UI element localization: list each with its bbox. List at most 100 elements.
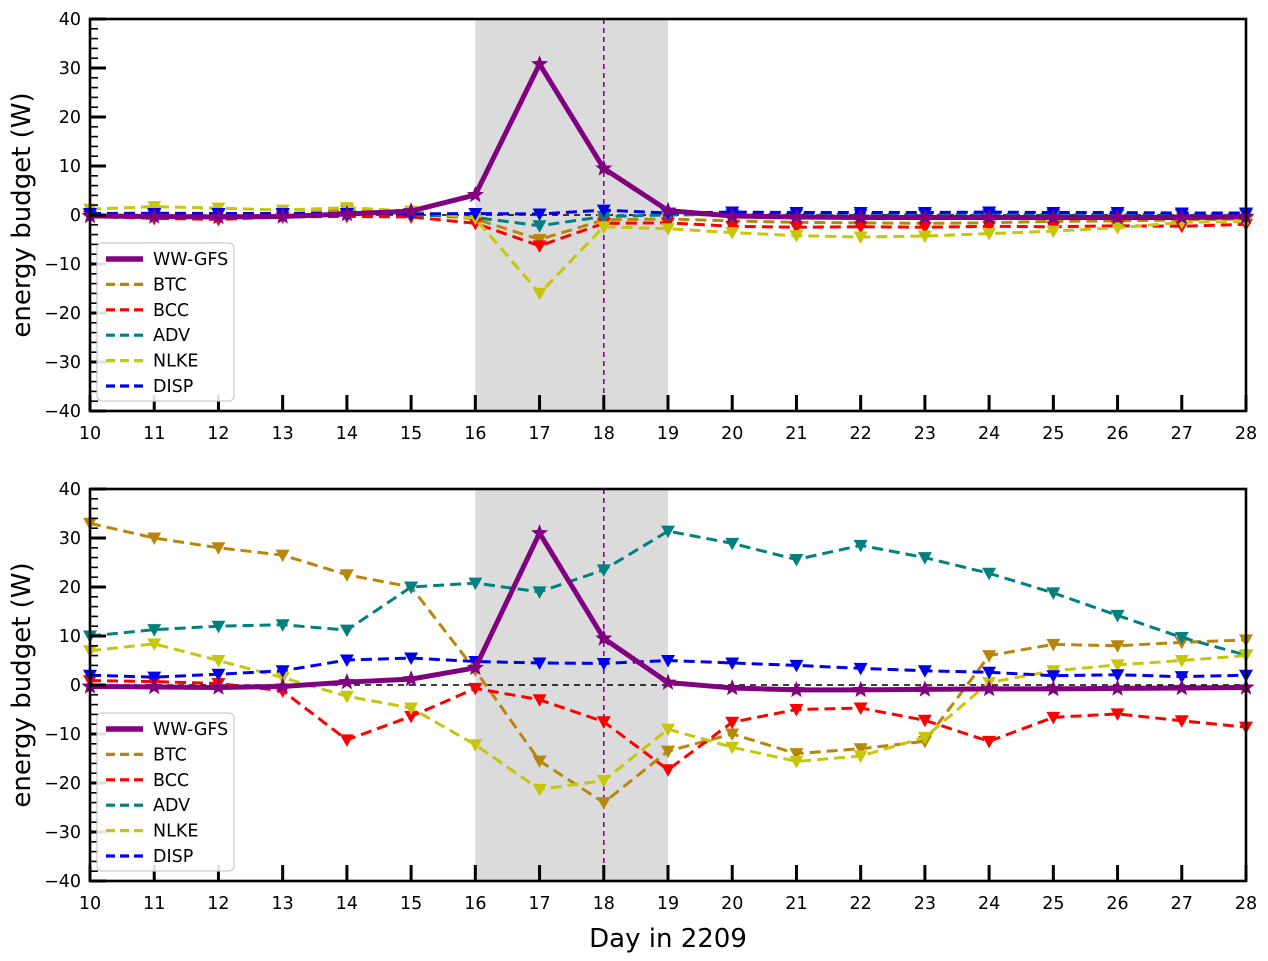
y-axis-label: energy budget (W) <box>7 562 37 807</box>
triangle-marker <box>147 638 162 651</box>
triangle-marker <box>853 231 868 245</box>
triangle-marker <box>339 654 354 668</box>
y-tick-label: −40 <box>44 872 81 892</box>
triangle-marker <box>725 220 740 234</box>
triangle-marker <box>1174 655 1189 668</box>
star-marker <box>145 677 163 695</box>
triangle-marker <box>853 702 868 716</box>
x-tick-label: 28 <box>1235 424 1257 444</box>
triangle-marker <box>147 624 162 637</box>
y-tick-label: −20 <box>44 774 81 794</box>
triangle-marker <box>468 739 483 752</box>
star-marker <box>787 680 805 698</box>
star-marker <box>659 201 677 218</box>
y-tick-label: 30 <box>59 529 81 549</box>
triangle-marker <box>917 221 932 235</box>
x-tick-label: 12 <box>207 424 229 444</box>
triangle-marker <box>275 665 290 678</box>
x-tick-label: 27 <box>1171 894 1193 914</box>
triangle-marker <box>853 743 868 756</box>
triangle-marker <box>211 620 226 634</box>
triangle-marker <box>532 783 547 797</box>
y-tick-label: −30 <box>44 353 81 373</box>
triangle-marker <box>532 287 547 301</box>
star-marker <box>980 208 998 225</box>
shaded-event-window <box>475 489 668 881</box>
legend-box <box>96 712 235 872</box>
star-marker <box>209 678 227 695</box>
triangle-marker <box>1174 671 1189 684</box>
legend-label: ADV <box>153 796 190 816</box>
triangle-marker <box>661 764 675 777</box>
x-tick-label: 23 <box>914 424 936 444</box>
triangle-marker <box>211 542 226 555</box>
legend-label: DISP <box>153 377 193 397</box>
triangle-marker <box>596 797 611 810</box>
triangle-marker <box>532 240 547 253</box>
x-tick-label: 22 <box>850 894 872 914</box>
star-marker <box>274 207 292 224</box>
x-tick-label: 15 <box>400 894 422 914</box>
star-marker <box>466 185 484 203</box>
x-tick-label: 21 <box>785 424 807 444</box>
y-tick-label: −20 <box>44 304 81 324</box>
legend-item-nlke: NLKE <box>106 352 198 372</box>
x-tick-label: 23 <box>914 894 936 914</box>
triangle-marker <box>1046 711 1061 725</box>
triangle-marker <box>725 741 740 755</box>
triangle-marker <box>468 208 483 221</box>
triangle-marker <box>404 710 419 724</box>
triangle-marker <box>1110 669 1125 682</box>
star-marker <box>338 205 356 222</box>
x-tick-label: 17 <box>528 424 550 444</box>
star-marker <box>1173 678 1191 696</box>
triangle-marker <box>853 539 868 553</box>
y-tick-label: −10 <box>44 255 81 275</box>
star-marker <box>916 680 934 697</box>
star-marker <box>723 206 741 224</box>
x-tick-label: 24 <box>978 424 1000 444</box>
triangle-marker <box>661 223 675 236</box>
x-tick-label: 19 <box>657 424 679 444</box>
triangle-marker <box>1110 708 1125 721</box>
triangle-marker <box>532 220 547 233</box>
triangle-marker <box>725 728 740 741</box>
triangle-marker <box>596 204 611 218</box>
star-marker <box>531 55 549 72</box>
x-axis-label: Day in 2209 <box>589 924 747 954</box>
triangle-marker <box>982 735 997 749</box>
star-marker <box>852 208 870 225</box>
star-marker <box>209 207 227 225</box>
triangle-marker <box>596 716 611 729</box>
triangle-marker <box>532 657 547 670</box>
triangle-marker <box>661 525 675 539</box>
x-tick-label: 26 <box>1106 424 1128 444</box>
legend-label: BTC <box>153 745 187 765</box>
triangle-marker <box>789 659 804 673</box>
triangle-marker <box>468 577 483 591</box>
x-tick-label: 11 <box>143 894 165 914</box>
series-adv <box>83 525 1253 663</box>
legend-box <box>96 242 235 402</box>
triangle-marker <box>982 650 997 663</box>
triangle-marker <box>789 704 804 717</box>
triangle-marker <box>532 208 547 222</box>
x-tick-label: 25 <box>1042 424 1064 444</box>
legend-item-btc: BTC <box>106 275 187 295</box>
legend: WW-GFS BTC BCC ADV NLKE DISP <box>96 712 235 872</box>
legend-label: BTC <box>153 275 187 295</box>
triangle-marker <box>339 624 354 638</box>
x-tick-label: 14 <box>336 424 358 444</box>
star-marker <box>723 678 741 696</box>
x-tick-label: 21 <box>785 894 807 914</box>
x-tick-label: 24 <box>978 894 1000 914</box>
triangle-marker <box>404 652 419 666</box>
star-marker <box>1109 679 1127 696</box>
star-marker <box>402 670 420 687</box>
triangle-marker <box>275 619 290 632</box>
triangle-marker <box>468 682 483 696</box>
triangle-marker <box>789 748 804 761</box>
star-marker <box>145 207 163 224</box>
star-marker <box>916 208 934 225</box>
